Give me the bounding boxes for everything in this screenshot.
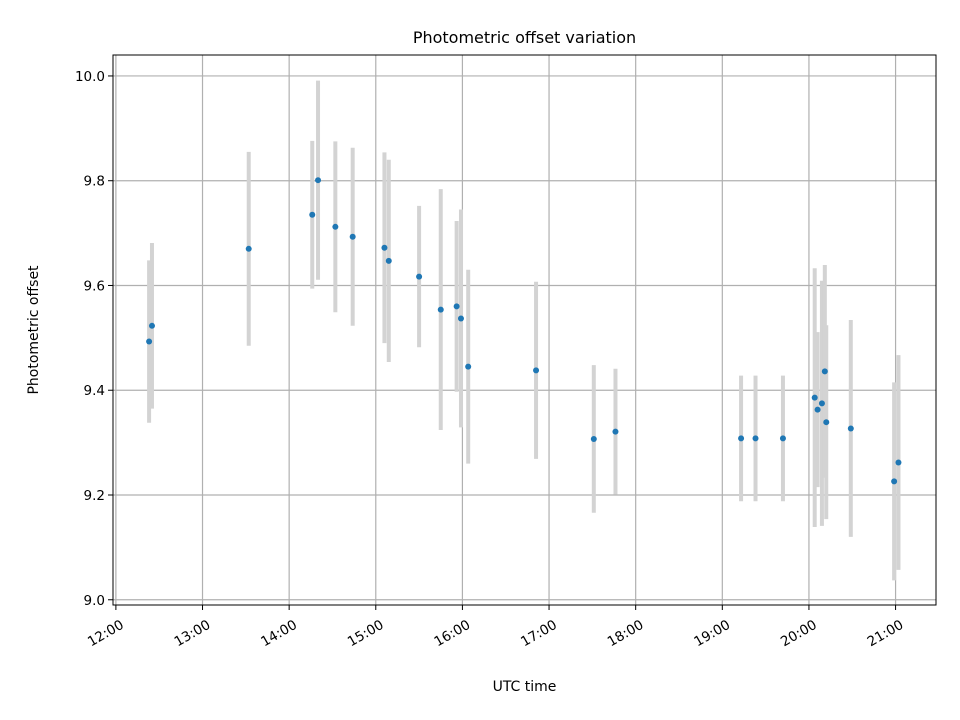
data-point (818, 400, 825, 407)
data-point (381, 244, 388, 251)
chart-title: Photometric offset variation (413, 28, 636, 47)
data-point (309, 211, 316, 218)
y-tick-label: 10.0 (75, 69, 105, 85)
grid (113, 55, 936, 605)
data-point (814, 406, 821, 413)
data-point (245, 245, 252, 252)
data-point (811, 394, 818, 401)
y-axis-label: Photometric offset (26, 265, 42, 395)
data-point (821, 368, 828, 375)
data-point (590, 435, 597, 442)
y-tick-label: 9.0 (84, 593, 105, 609)
data-point (533, 367, 540, 374)
data-point (146, 338, 153, 345)
data-point (895, 459, 902, 466)
data-point (349, 233, 356, 240)
data-point (738, 435, 745, 442)
data-point (457, 315, 464, 322)
data-point (847, 425, 854, 432)
data-point (465, 363, 472, 370)
data-points (146, 177, 902, 485)
data-point (752, 435, 759, 442)
data-point (453, 303, 460, 310)
data-point (416, 273, 423, 280)
y-axis-ticks: 9.0 9.2 9.4 9.6 9.8 10.0 (75, 69, 113, 609)
data-point (332, 223, 339, 230)
plot-frame (112, 54, 937, 606)
data-point (148, 322, 155, 329)
data-point (891, 478, 898, 485)
y-tick-label: 9.8 (84, 174, 105, 190)
data-point (437, 306, 444, 313)
y-tick-label: 9.2 (84, 488, 105, 504)
x-axis-label: UTC time (493, 679, 557, 695)
data-point (385, 257, 392, 264)
data-point (779, 435, 786, 442)
y-tick-label: 9.6 (84, 278, 105, 294)
y-tick-label: 9.4 (84, 383, 105, 399)
data-point (315, 177, 322, 184)
data-point (823, 419, 830, 426)
data-point (612, 428, 619, 435)
